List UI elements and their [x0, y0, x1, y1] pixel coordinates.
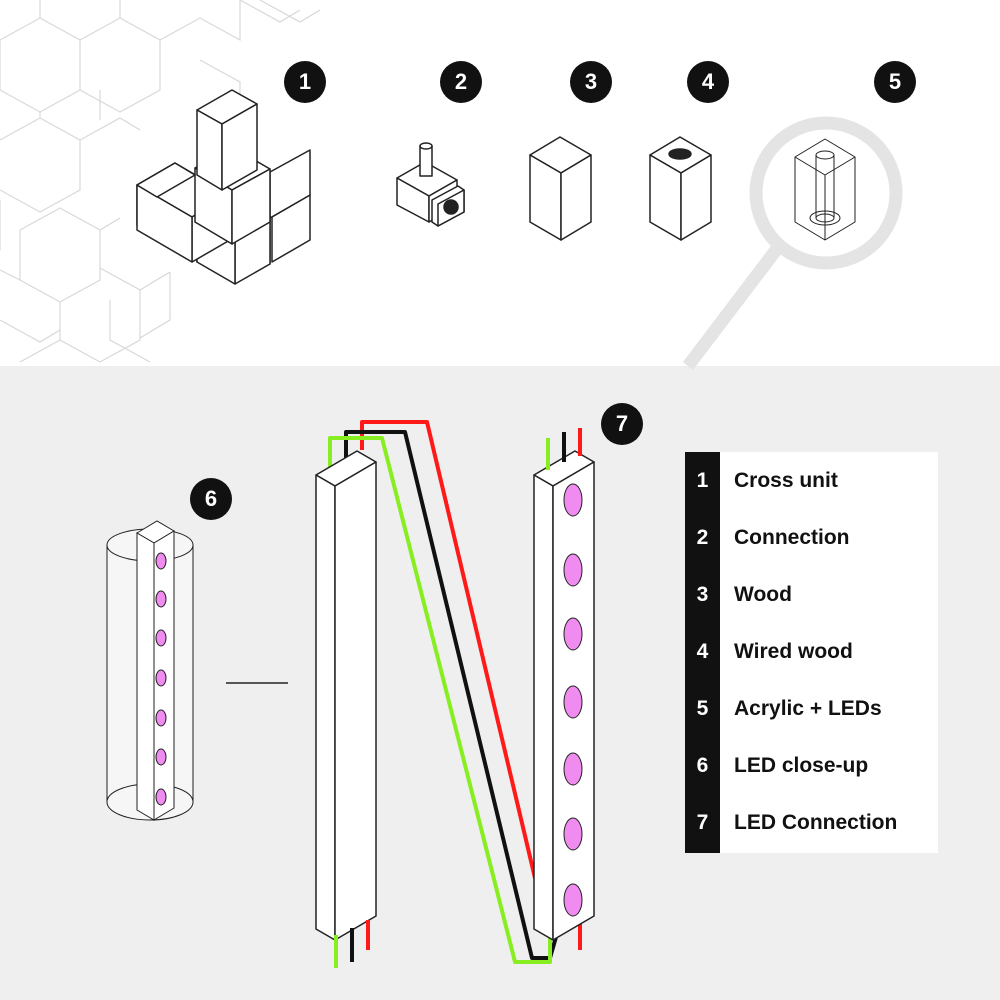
legend-number: 5	[696, 697, 709, 720]
legend-item: 3 Wood	[685, 566, 938, 623]
green-wire	[328, 436, 552, 964]
legend-number-bar	[685, 452, 720, 853]
acrylic-leds-illustration	[794, 138, 856, 241]
magnifier	[682, 116, 903, 370]
marker-7: 7	[601, 403, 643, 445]
cross-unit-illustration	[136, 89, 311, 285]
legend-number: 1	[696, 469, 709, 492]
legend-item: 4 Wired wood	[685, 623, 938, 680]
legend-item: 1 Cross unit	[685, 452, 938, 509]
legend-number: 4	[696, 640, 709, 663]
left-led-strip	[315, 450, 377, 941]
wired-wood-illustration	[649, 136, 712, 241]
legend: 1 Cross unit 2 Connection 3 Wood 4 Wired…	[685, 452, 938, 853]
marker-5: 5	[874, 61, 916, 103]
legend-label: Wood	[734, 583, 792, 606]
led-closeup-leds	[155, 552, 167, 806]
right-led-strip	[533, 450, 595, 941]
legend-item: 7 LED Connection	[685, 794, 938, 851]
marker-6: 6	[190, 478, 232, 520]
legend-label: Cross unit	[734, 469, 838, 492]
legend-item: 6 LED close-up	[685, 737, 938, 794]
connection-illustration	[396, 142, 465, 227]
legend-label: LED close-up	[734, 754, 869, 777]
legend-label: Connection	[734, 526, 850, 549]
led-closeup-illustration	[106, 520, 194, 821]
legend-item: 5 Acrylic + LEDs	[685, 680, 938, 737]
wood-illustration	[529, 136, 592, 241]
isometric-pattern	[0, 0, 321, 363]
legend-label: Acrylic + LEDs	[734, 697, 882, 720]
marker-3: 3	[570, 61, 612, 103]
legend-item: 2 Connection	[685, 509, 938, 566]
legend-number: 6	[696, 754, 709, 777]
marker-2: 2	[440, 61, 482, 103]
right-strip-leds	[563, 483, 583, 917]
marker-4: 4	[687, 61, 729, 103]
legend-number: 2	[696, 526, 709, 549]
legend-label: LED Connection	[734, 811, 898, 834]
legend-number: 7	[696, 811, 709, 834]
legend-number: 3	[696, 583, 709, 606]
legend-label: Wired wood	[734, 640, 853, 663]
marker-1: 1	[284, 61, 326, 103]
